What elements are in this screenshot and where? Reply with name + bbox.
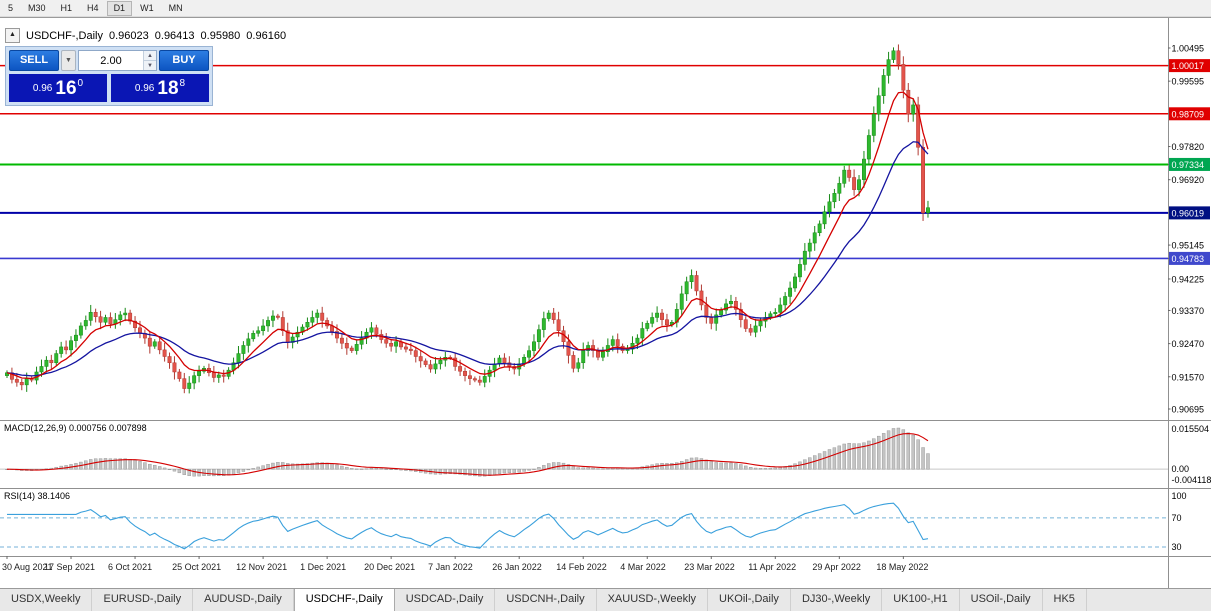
chevron-down-icon: ▼ [65,57,72,64]
ohlc-high: 0.96413 [154,29,195,42]
volume-decrease-button[interactable]: ▼ [144,61,156,70]
timeframe-button-w1[interactable]: W1 [133,1,161,16]
price-axis-labels: 1.00495 1.00017 0.99595 0.98709 0.97820 0.973… [1168,44,1210,415]
date-axis-label: 20 Dec 2021 [364,562,415,572]
price-axis-label: 0.94225 [1172,274,1205,284]
indicator-axis-labels: 0.015504 0.00-0.004118 100 70 30 [1172,424,1211,552]
price-label-box [1169,157,1210,171]
volume-increase-button[interactable]: ▲ [144,51,156,61]
price-label-box [1169,251,1210,265]
volume-input[interactable] [79,51,143,70]
ohlc-close: 0.96160 [246,29,287,42]
chart-tab-bar: USDX,Weekly EURUSD-,Daily AUDUSD-,Daily USD… [0,588,1211,611]
price-axis-label: 0.99595 [1172,77,1205,87]
date-axis-label: 26 Jan 2022 [492,562,542,572]
moving-averages-layer [6,91,929,380]
buy-button[interactable]: BUY [159,50,209,71]
price-axis-label: 1.00017 [1172,61,1205,71]
sell-button[interactable]: SELL [9,50,59,71]
volume-field: ▲ ▼ [78,50,157,71]
chart-tab-xauusdweekly[interactable]: XAUUSD-,Weekly [597,589,709,611]
rsi-axis-label: 30 [1172,542,1182,552]
rsi-axis-label: 100 [1172,491,1187,501]
macd-axis-label: -0.004118 [1172,475,1211,485]
chart-tab-ukoildaily[interactable]: UKOil-,Daily [708,589,791,611]
rsi-axis-label: 70 [1172,513,1182,523]
timeframe-button-d1[interactable]: D1 [106,0,133,16]
buy-price-base: 0.96 [134,82,155,94]
sell-price-pips: 16 [55,77,77,99]
buy-price-display[interactable]: 0.96 18 8 [111,74,209,102]
price-axis-label: 0.94783 [1172,254,1205,264]
date-axis-label: 11 Apr 2022 [748,562,796,572]
one-click-collapse-icon[interactable]: ▲ [5,28,20,43]
macd-axis-label: 0.015504 [1172,424,1210,434]
chart-tab-eurusddaily[interactable]: EURUSD-,Daily [92,589,194,611]
price-label-box [1169,107,1210,121]
sell-price-base: 0.96 [32,82,53,94]
date-axis-label: 25 Oct 2021 [172,562,221,572]
one-click-trading-panel: SELL ▼ ▲ ▼ BUY 0.96 16 0 [5,46,213,106]
price-axis-label: 0.90695 [1172,405,1205,415]
volume-spinner: ▲ ▼ [143,51,156,70]
rsi-layer [0,502,1168,550]
rsi-indicator-label: RSI(14) 38.1406 [4,491,71,501]
price-label-box [1169,59,1210,73]
timeframe-button-m30[interactable]: M30 [21,1,53,16]
ohlc-low: 0.95980 [200,29,241,42]
buy-price-pips: 18 [157,77,179,99]
price-axis-label: 0.97820 [1172,142,1205,152]
macd-axis-label: 0.00 [1172,464,1190,474]
chart-tab-usdcaddaily[interactable]: USDCAD-,Daily [395,589,496,611]
date-axis-label: 17 Sep 2021 [44,562,95,572]
chart-tab-usdcnhdaily[interactable]: USDCNH-,Daily [495,589,597,611]
chart-window: 1.00495 1.00017 0.99595 0.98709 0.97820 0.973… [0,17,1211,589]
price-axis-label: 0.92470 [1172,339,1205,349]
panel-separators [0,18,1211,589]
chart-tab-usoildaily[interactable]: USOil-,Daily [960,589,1043,611]
chart-tab-usdxweekly[interactable]: USDX,Weekly [0,589,93,611]
date-axis-label: 23 Mar 2022 [684,562,735,572]
date-axis-label: 1 Dec 2021 [300,562,346,572]
macd-layer [0,427,1168,477]
buy-price-point: 8 [179,78,186,89]
volume-dropdown-button[interactable]: ▼ [61,50,76,71]
ohlc-open: 0.96023 [109,29,149,42]
date-axis-label: 7 Jan 2022 [428,562,473,572]
price-chart-canvas: 1.00495 1.00017 0.99595 0.98709 0.97820 0.973… [0,18,1211,589]
timeframe-toolbar: 5 M30 H1 H4 D1 W1 MN [0,0,1211,17]
price-axis-label: 0.96920 [1172,175,1205,185]
date-axis-label: 30 Aug 2021 [2,562,53,572]
timeframe-button-h1[interactable]: H1 [54,1,80,16]
chart-tab-uk100h1[interactable]: UK100-,H1 [882,589,960,611]
date-axis-label: 4 Mar 2022 [620,562,666,572]
price-axis-label: 0.96019 [1172,208,1205,218]
price-axis-label: 0.97334 [1172,160,1205,170]
sell-price-display[interactable]: 0.96 16 0 [9,74,107,102]
chart-symbol-label: USDCHF-,Daily [26,29,103,42]
date-axis-label: 14 Feb 2022 [556,562,607,572]
chart-tab-audusddaily[interactable]: AUDUSD-,Daily [193,589,294,611]
date-axis-label: 18 May 2022 [876,562,928,572]
timeframe-button-mn[interactable]: MN [162,1,190,16]
chart-tab-dj30weekly[interactable]: DJ30-,Weekly [791,589,883,611]
price-axis-label: 1.00495 [1172,44,1205,54]
price-axis-label: 0.91570 [1172,372,1205,382]
sell-price-point: 0 [77,78,84,89]
chart-tab-usdchfdaily[interactable]: USDCHF-,Daily [293,589,395,611]
price-axis-label: 0.93370 [1172,306,1205,316]
timeframe-button-5[interactable]: 5 [1,1,20,16]
chart-title: ▲ USDCHF-,Daily 0.96023 0.96413 0.95980 … [5,28,286,43]
date-axis-label: 6 Oct 2021 [108,562,152,572]
chart-tab-hk5[interactable]: HK5 [1043,589,1087,611]
date-axis-label: 29 Apr 2022 [812,562,861,572]
price-label-box [1169,206,1210,220]
price-axis-label: 0.98709 [1172,109,1205,119]
timeframe-button-h4[interactable]: H4 [80,1,106,16]
date-axis-label: 12 Nov 2021 [236,562,287,572]
price-axis-label: 0.95145 [1172,241,1205,251]
macd-indicator-label: MACD(12,26,9) 0.000756 0.007898 [4,423,147,433]
